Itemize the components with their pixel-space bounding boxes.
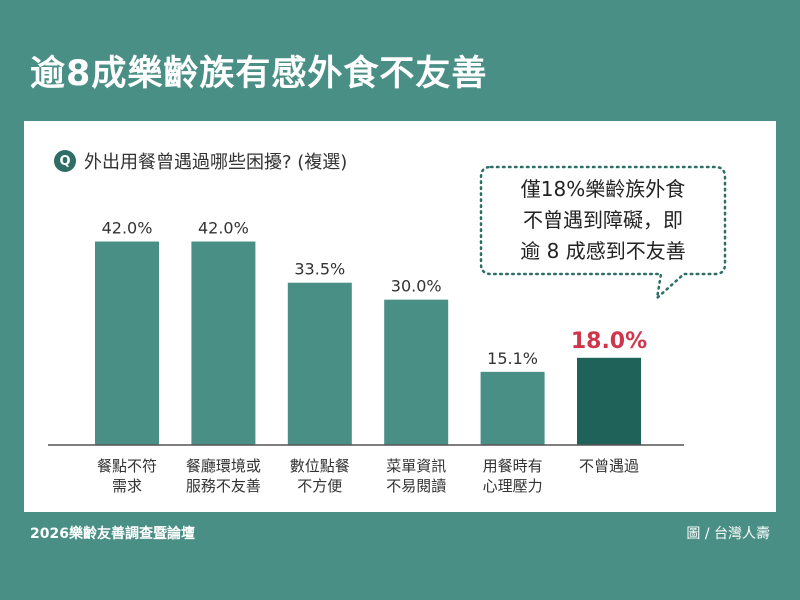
bar — [95, 241, 159, 445]
question-heading: Q 外出用餐曾遇過哪些困擾? (複選) — [54, 148, 347, 174]
chart-panel: Q 外出用餐曾遇過哪些困擾? (複選) 42.0% 餐點不符需求 42.0% 餐廳環境… — [24, 121, 776, 512]
callout-line: 僅18%樂齡族外食 — [520, 177, 686, 201]
bar-chart: 42.0% 餐點不符需求 42.0% 餐廳環境或服務不友善 33.5% 數位點餐不方便 30… — [48, 219, 684, 495]
callout-line: 逾 8 成感到不友善 — [520, 239, 686, 263]
category-label: 用餐時有心理壓力 — [483, 457, 543, 495]
bar — [384, 299, 449, 445]
category-label: 菜單資訊不易閱讀 — [386, 457, 446, 495]
bar — [287, 282, 352, 445]
question-text: 外出用餐曾遇過哪些困擾? (複選) — [84, 152, 348, 173]
data-label: 42.0% — [198, 219, 249, 238]
category-label: 數位點餐不方便 — [290, 457, 350, 495]
footer-credit: 圖 / 台灣人壽 — [686, 526, 770, 542]
bar — [480, 371, 545, 445]
bar — [577, 357, 641, 445]
data-label: 18.0% — [571, 329, 647, 354]
question-badge-icon: Q — [54, 150, 76, 172]
category-label: 不曾遇過 — [579, 457, 639, 475]
callout-text: 僅18%樂齡族外食 不曾遇到障礙，即 逾 8 成感到不友善 — [479, 174, 727, 267]
callout-bubble: 僅18%樂齡族外食 不曾遇到障礙，即 逾 8 成感到不友善 — [479, 165, 727, 302]
bar — [191, 241, 256, 445]
data-label: 15.1% — [487, 349, 538, 368]
data-label: 42.0% — [102, 219, 153, 238]
data-label: 33.5% — [294, 260, 345, 279]
page-title: 逾8成樂齡族有感外食不友善 — [30, 54, 488, 94]
category-label: 餐點不符需求 — [97, 457, 157, 495]
category-label: 餐廳環境或服務不友善 — [186, 457, 261, 495]
data-label: 30.0% — [391, 277, 442, 296]
callout-outline — [479, 165, 727, 302]
callout-line: 不曾遇到障礙，即 — [523, 208, 683, 232]
footer-source: 2026樂齡友善調查暨論壇 — [30, 526, 195, 542]
